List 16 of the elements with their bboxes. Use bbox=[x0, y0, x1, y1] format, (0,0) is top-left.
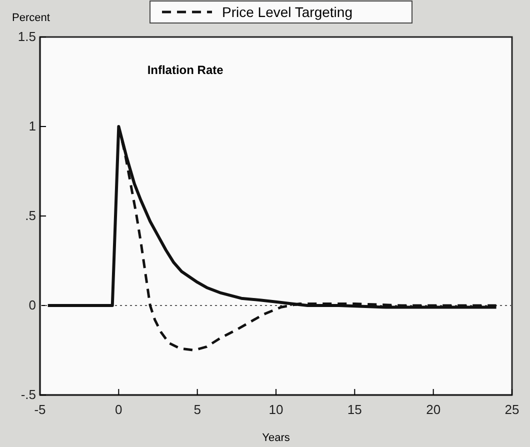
x-tick-label: 0 bbox=[115, 402, 122, 418]
x-tick-label: 25 bbox=[504, 402, 520, 418]
legend-label: Price Level Targeting bbox=[222, 4, 352, 20]
y-tick-label: 0 bbox=[28, 298, 36, 313]
y-tick-label: .5 bbox=[25, 208, 36, 224]
x-tick-label: -5 bbox=[34, 402, 46, 418]
x-tick-label: 15 bbox=[347, 402, 362, 418]
text: Inflation Rate bbox=[147, 63, 224, 77]
x-tick-label: 20 bbox=[426, 402, 441, 418]
x-tick-label: 5 bbox=[194, 402, 201, 418]
x-tick-label: 10 bbox=[268, 402, 284, 418]
y-tick-label: -.5 bbox=[20, 387, 36, 402]
y-tick-label: 1 bbox=[28, 118, 36, 134]
y-axis-title: Percent bbox=[12, 12, 50, 24]
y-tick-label: 1.5 bbox=[18, 29, 36, 44]
x-axis-title: Years bbox=[262, 432, 290, 444]
